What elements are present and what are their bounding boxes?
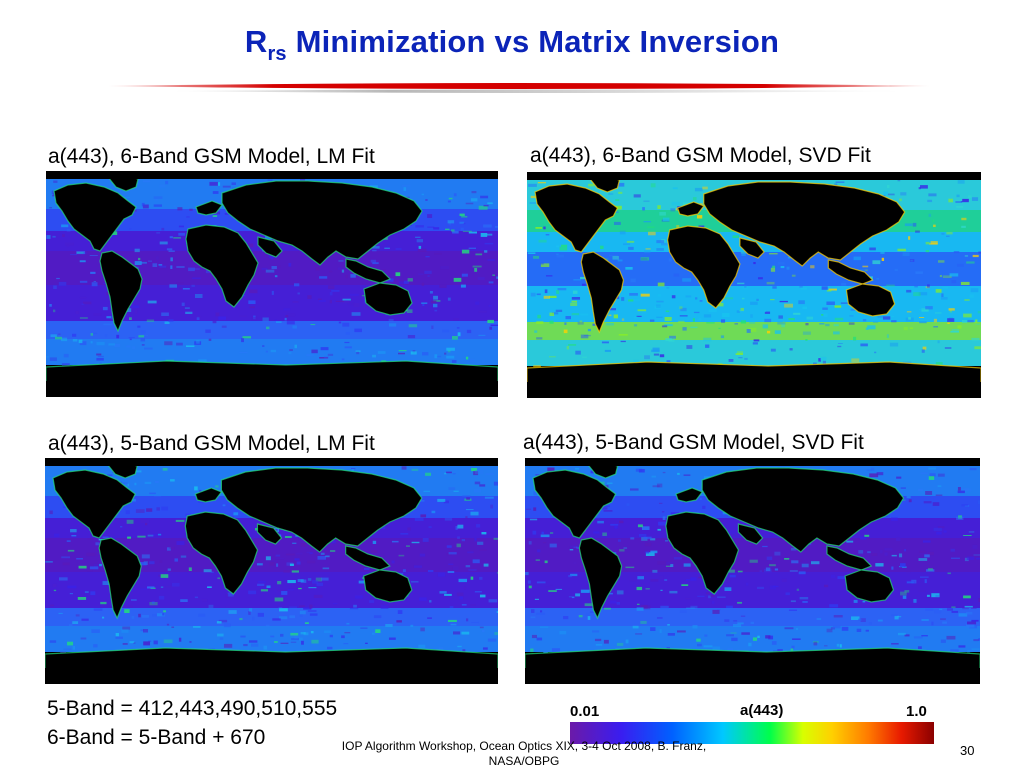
world-map-graphic xyxy=(527,172,981,398)
landmass-6 xyxy=(257,236,283,258)
panel-caption-1: a(443), 6-Band GSM Model, LM Fit xyxy=(48,145,375,168)
title-main: R xyxy=(244,24,268,59)
pole-mask-top xyxy=(45,458,498,466)
band-note-5: 5-Band = 412,443,490,510,555 xyxy=(47,697,338,720)
landmass-2 xyxy=(99,250,143,333)
landmass-2 xyxy=(98,537,142,620)
landmass-0 xyxy=(534,183,619,253)
ocean-band-6 xyxy=(45,626,498,652)
band-note-6: 6-Band = 5-Band + 670 xyxy=(47,726,266,749)
pole-mask-bottom xyxy=(45,668,498,684)
map-5band-lm xyxy=(45,458,498,684)
map-5band-svd xyxy=(525,458,980,684)
landmass-2 xyxy=(578,537,623,620)
band-notes: 5-Band = 412,443,490,510,555 6-Band = 5-… xyxy=(47,694,337,752)
colorbar-max-label: 1.0 xyxy=(906,703,927,720)
map-6band-lm xyxy=(46,171,498,397)
landmass-7 xyxy=(826,545,873,571)
landmass-4 xyxy=(665,511,740,595)
pole-mask-bottom xyxy=(525,668,980,684)
panel-caption-4: a(443), 5-Band GSM Model, SVD Fit xyxy=(523,431,864,454)
landmass-0 xyxy=(532,469,617,539)
colorbar-min-label: 0.01 xyxy=(570,703,600,720)
landmass-6 xyxy=(737,523,764,545)
landmass-0 xyxy=(53,182,137,252)
pole-mask-top xyxy=(527,172,981,180)
title-subscript: rs xyxy=(267,43,287,65)
ocean-band-5 xyxy=(45,608,498,626)
world-map-graphic xyxy=(45,458,498,684)
pole-mask-top xyxy=(46,171,498,179)
ocean-band-6 xyxy=(525,626,980,652)
landmass-8 xyxy=(363,569,413,603)
ocean-band-5 xyxy=(46,321,498,339)
pole-mask-top xyxy=(525,458,980,466)
landmass-4 xyxy=(667,225,741,309)
colorbar xyxy=(570,722,934,744)
landmass-5 xyxy=(221,180,423,266)
slide-title: Rrs Minimization vs Matrix Inversion xyxy=(0,24,1024,65)
panel-caption-2: a(443), 6-Band GSM Model, SVD Fit xyxy=(530,144,871,167)
landmass-6 xyxy=(739,237,765,259)
landmass-8 xyxy=(845,283,896,317)
landmass-6 xyxy=(256,523,283,545)
landmass-3 xyxy=(675,487,704,503)
landmass-4 xyxy=(184,511,259,595)
landmass-5 xyxy=(220,467,423,553)
map-6band-svd xyxy=(527,172,981,398)
ocean-band-5 xyxy=(525,608,980,626)
title-underline xyxy=(108,83,930,93)
world-map-graphic xyxy=(46,171,498,397)
colorbar-quantity-label: a(443) xyxy=(740,702,784,719)
landmass-5 xyxy=(703,181,906,267)
landmass-8 xyxy=(363,282,413,316)
landmass-7 xyxy=(345,258,392,284)
page-number: 30 xyxy=(960,743,975,758)
footer-text: IOP Algorithm Workshop, Ocean Optics XIX… xyxy=(341,739,707,768)
pole-mask-bottom xyxy=(46,381,498,397)
landmass-7 xyxy=(345,545,391,571)
landmass-3 xyxy=(195,200,223,216)
pole-mask-bottom xyxy=(527,382,981,398)
landmass-8 xyxy=(844,569,895,603)
landmass-2 xyxy=(580,251,625,334)
landmass-5 xyxy=(701,467,905,553)
world-map-graphic xyxy=(525,458,980,684)
title-rest: Minimization vs Matrix Inversion xyxy=(286,24,780,59)
landmass-4 xyxy=(185,224,259,308)
landmass-3 xyxy=(194,487,223,503)
landmass-3 xyxy=(676,201,705,217)
panel-caption-3: a(443), 5-Band GSM Model, LM Fit xyxy=(48,432,375,455)
landmass-0 xyxy=(52,469,136,539)
landmass-7 xyxy=(827,259,874,285)
